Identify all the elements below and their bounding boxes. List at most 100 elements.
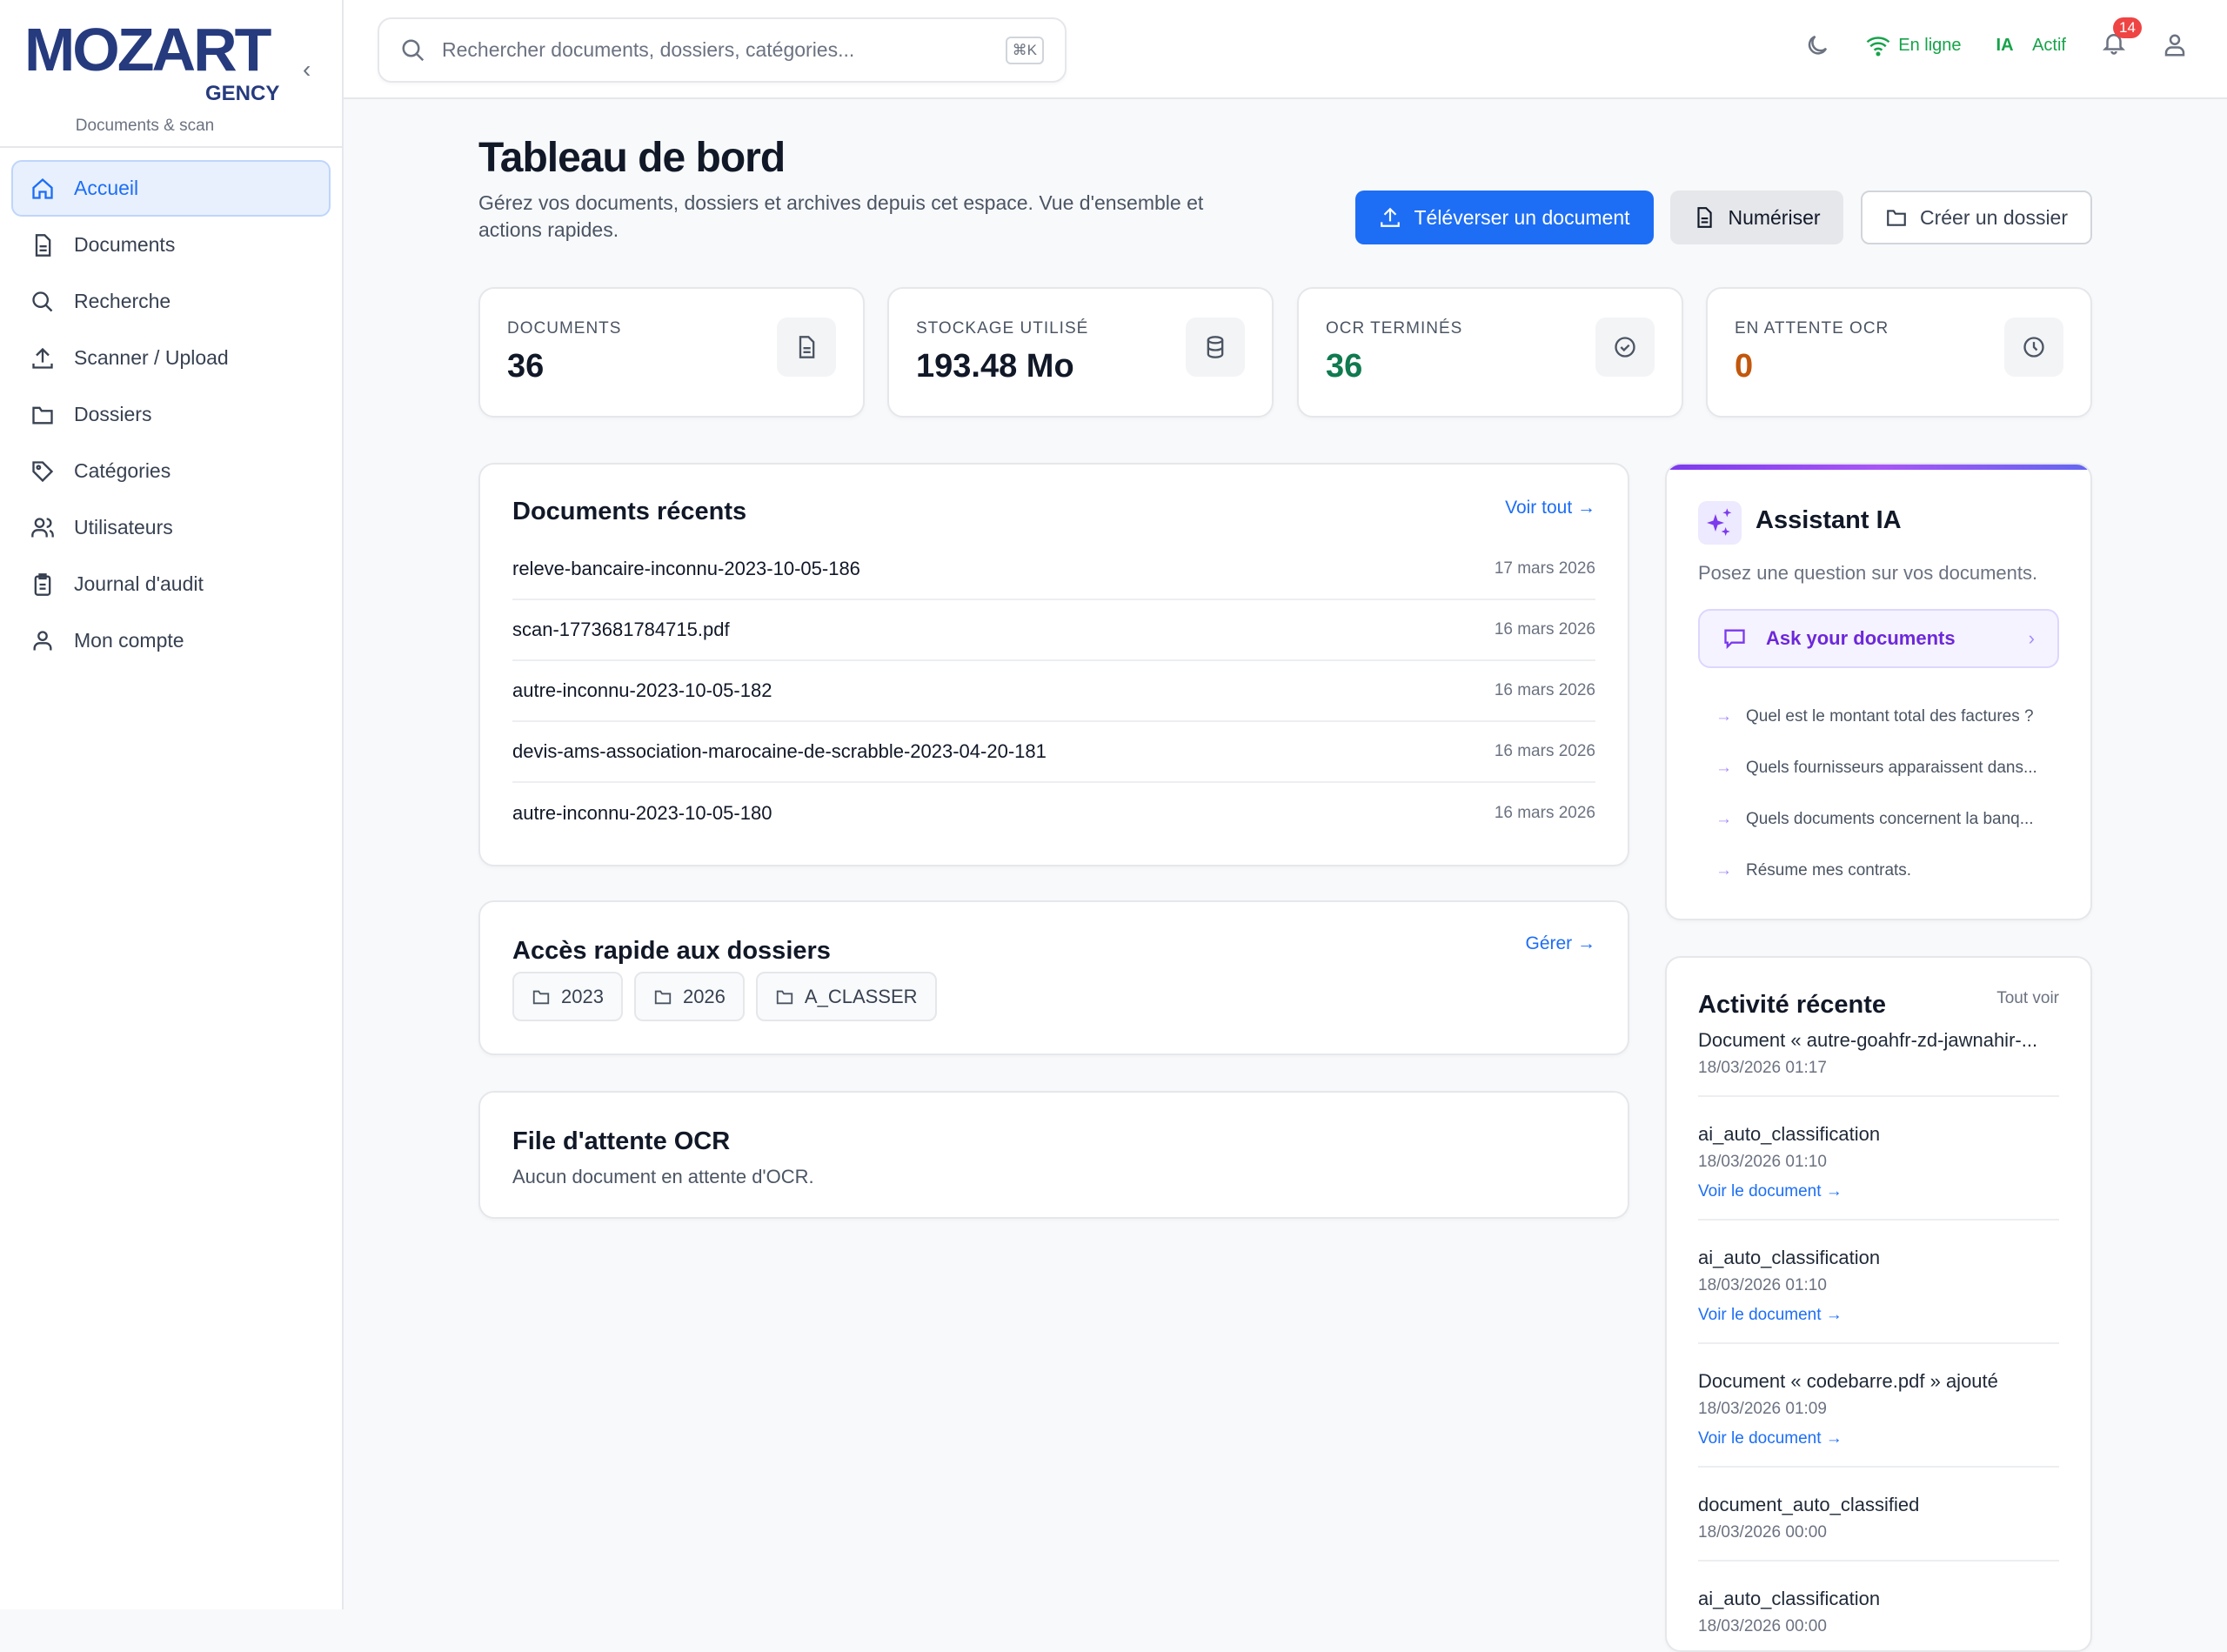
chat-icon (1724, 629, 1745, 650)
document-date: 16 mars 2026 (1494, 804, 1595, 822)
suggestion-text: Quels fournisseurs apparaissent dans... (1746, 758, 2037, 777)
check-circle-icon (1615, 337, 1635, 358)
activity-item: document_auto_classified 18/03/2026 00:00 (1698, 1494, 2059, 1562)
logo-tagline: Documents & scan (75, 117, 215, 135)
notification-badge: 14 (2113, 17, 2142, 38)
upload-label: Téléverser un document (1414, 205, 1630, 229)
document-name: scan-1773681784715.pdf (512, 619, 730, 640)
card-title: File d'attente OCR (512, 1127, 731, 1155)
stat-value: 36 (1326, 348, 1363, 385)
sidebar-item-recherche[interactable]: Recherche (11, 273, 331, 330)
document-row[interactable]: releve-bancaire-inconnu-2023-10-05-186 17… (512, 539, 1595, 600)
recent-documents-card: Documents récents Voir tout → releve-ban… (478, 463, 1629, 866)
suggestion-item[interactable]: → Quels fournisseurs apparaissent dans... (1715, 742, 2037, 793)
search-box[interactable]: ⌘K (378, 17, 1067, 83)
folder-name: 2026 (682, 985, 726, 1007)
document-date: 17 mars 2026 (1494, 559, 1595, 578)
activity-title: document_auto_classified (1698, 1494, 1920, 1515)
activity-item: Document « autre-goahfr-zd-jawnahir-... 1… (1698, 1029, 2059, 1097)
stat-card-storage: STOCKAGE UTILISÉ 193.48 Mo (887, 287, 1274, 418)
document-date: 16 mars 2026 (1494, 742, 1595, 760)
suggestion-item[interactable]: → Quel est le montant total des factures … (1715, 691, 2037, 742)
sidebar-nav: Accueil Documents Recherche Scanner / Up… (0, 148, 342, 681)
folder-chip[interactable]: 2026 (633, 972, 745, 1021)
online-status-label: En ligne (1898, 35, 1962, 55)
activity-item: ai_auto_classification 18/03/2026 01:10 Vo… (1698, 1123, 2059, 1221)
notifications-button[interactable]: 14 (2101, 17, 2142, 61)
clipboard-icon (34, 572, 51, 596)
sparkles-icon (1707, 508, 1732, 536)
sidebar-item-scanner-upload[interactable]: Scanner / Upload (11, 330, 331, 386)
top-header: ⌘K En ligne IA Actif 14 (344, 0, 2227, 99)
sidebar-item-label: Mon compte (74, 629, 184, 652)
home-icon (32, 177, 53, 199)
upload-document-button[interactable]: Téléverser un document (1355, 191, 1654, 244)
sidebar-item-label: Documents (74, 233, 176, 256)
page-subtitle: Gérez vos documents, dossiers et archive… (478, 191, 1204, 241)
search-icon (402, 39, 425, 61)
activity-title: ai_auto_classification (1698, 1123, 1881, 1145)
create-folder-button[interactable]: Créer un dossier (1861, 191, 2092, 244)
sidebar-item-documents[interactable]: Documents (11, 217, 331, 273)
suggestion-item[interactable]: → Quels documents concernent la banq... (1715, 793, 2037, 845)
create-folder-label: Créer un dossier (1919, 205, 2069, 229)
folder-icon (654, 990, 672, 1004)
moon-icon[interactable] (1804, 32, 1830, 58)
document-row[interactable]: devis-ams-association-marocaine-de-scrab… (512, 722, 1595, 783)
quick-access-card: Accès rapide aux dossiers Gérer → 2023 2… (478, 900, 1629, 1055)
sidebar-item-categories[interactable]: Catégories (11, 443, 331, 499)
document-date: 16 mars 2026 (1494, 620, 1595, 639)
ocr-empty-message: Aucun document en attente d'OCR. (512, 1166, 814, 1187)
see-all-activity-link[interactable]: Tout voir (1996, 989, 2059, 1007)
stat-card-ocr-pending: EN ATTENTE OCR 0 (1706, 287, 2092, 418)
sidebar-item-journal-audit[interactable]: Journal d'audit (11, 556, 331, 612)
sidebar-item-utilisateurs[interactable]: Utilisateurs (11, 499, 331, 556)
folder-chip[interactable]: 2023 (512, 972, 623, 1021)
activity-item: ai_auto_classification 18/03/2026 00:00 (1698, 1588, 2059, 1650)
activity-title: Document « autre-goahfr-zd-jawnahir-... (1698, 1029, 2038, 1051)
activity-time: 18/03/2026 00:00 (1698, 1523, 1827, 1542)
sidebar-item-mon-compte[interactable]: Mon compte (11, 612, 331, 669)
stat-value: 193.48 Mo (916, 348, 1074, 385)
ai-label: IA (1996, 35, 2014, 55)
logo: MOZART GENCY Documents & scan ‹ (0, 0, 342, 148)
folder-icon (1887, 210, 1906, 226)
arrow-right-icon: → (1715, 706, 1732, 726)
sidebar-item-label: Scanner / Upload (74, 346, 229, 369)
view-document-link[interactable]: Voir le document → (1698, 1429, 1842, 1448)
suggestion-item[interactable]: → Résume mes contrats. (1715, 845, 2037, 896)
upload-icon (1381, 207, 1401, 227)
card-title: Assistant IA (1756, 506, 1902, 534)
search-input[interactable] (442, 38, 990, 62)
see-all-link[interactable]: Voir tout → (1505, 498, 1595, 518)
upload-icon (32, 347, 53, 369)
user-account-icon[interactable] (2162, 32, 2188, 58)
collapse-sidebar-chevron-icon[interactable]: ‹ (303, 56, 311, 83)
file-icon (35, 233, 51, 257)
document-name: autre-inconnu-2023-10-05-180 (512, 802, 772, 824)
sidebar-item-dossiers[interactable]: Dossiers (11, 386, 331, 443)
stat-label: EN ATTENTE OCR (1735, 319, 1889, 338)
folder-chip[interactable]: A_CLASSER (755, 972, 937, 1021)
manage-link[interactable]: Gérer → (1525, 933, 1595, 953)
document-row[interactable]: autre-inconnu-2023-10-05-180 16 mars 2026 (512, 783, 1595, 844)
scan-button[interactable]: Numériser (1670, 191, 1843, 244)
stat-value: 36 (507, 348, 545, 385)
stat-label: OCR TERMINÉS (1326, 319, 1463, 338)
view-document-link[interactable]: Voir le document → (1698, 1306, 1842, 1324)
sidebar-item-accueil[interactable]: Accueil (11, 160, 331, 217)
card-title: Accès rapide aux dossiers (512, 937, 831, 965)
card-title: Activité récente (1698, 991, 1886, 1019)
activity-time: 18/03/2026 01:17 (1698, 1059, 1827, 1077)
suggestion-text: Résume mes contrats. (1746, 860, 1912, 880)
stat-value: 0 (1735, 348, 1754, 385)
logo-text: MOZART (24, 16, 271, 84)
ask-documents-button[interactable]: Ask your documents › (1698, 609, 2059, 668)
view-document-link[interactable]: Voir le document → (1698, 1182, 1842, 1201)
search-icon (32, 291, 53, 311)
document-row[interactable]: autre-inconnu-2023-10-05-182 16 mars 2026 (512, 661, 1595, 722)
database-icon (1207, 336, 1224, 358)
chevron-right-icon: › (2028, 627, 2035, 649)
document-date: 16 mars 2026 (1494, 681, 1595, 699)
document-row[interactable]: scan-1773681784715.pdf 16 mars 2026 (512, 600, 1595, 661)
